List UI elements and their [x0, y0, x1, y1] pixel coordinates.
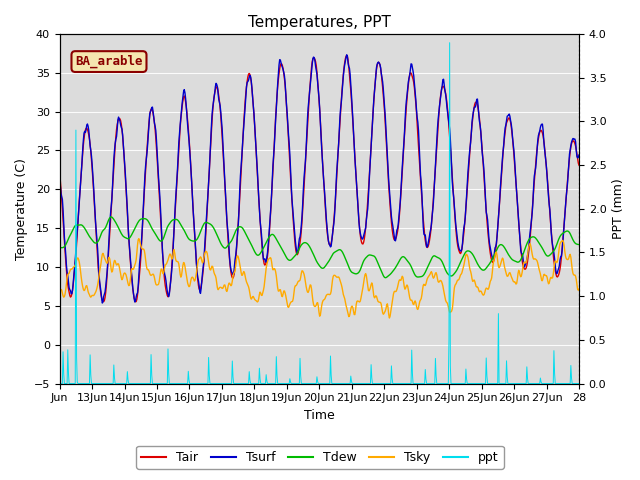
- Tsky: [213, 280, 221, 286]
- Tair: [132, 299, 140, 305]
- Tdew: [239, 225, 246, 231]
- Line: Tair: Tair: [60, 55, 579, 302]
- Y-axis label: Temperature (C): Temperature (C): [15, 158, 28, 260]
- Title: Temperatures, PPT: Temperatures, PPT: [248, 15, 391, 30]
- Tsurf: [213, 82, 221, 87]
- Tdew: [575, 241, 583, 247]
- Tsurf: [239, 143, 246, 148]
- Tair: [259, 244, 266, 250]
- Tsurf: [403, 93, 411, 98]
- ppt: [56, 381, 63, 386]
- Tsky: [135, 236, 143, 241]
- ppt: [212, 381, 220, 386]
- Tsurf: [259, 240, 266, 246]
- Tdew: [117, 230, 125, 236]
- X-axis label: Time: Time: [304, 409, 335, 422]
- Tsky: [259, 292, 266, 298]
- Line: Tsky: Tsky: [60, 239, 579, 318]
- Tsky: [403, 282, 411, 288]
- ppt: [238, 381, 246, 386]
- ppt: [116, 381, 124, 386]
- Tdew: [56, 245, 63, 251]
- Tsky: [385, 315, 393, 321]
- Tdew: [259, 248, 266, 253]
- Tdew: [381, 275, 389, 281]
- Line: ppt: ppt: [60, 43, 579, 384]
- Tsky: [239, 272, 246, 278]
- Tsurf: [575, 152, 583, 158]
- Tdew: [373, 259, 381, 264]
- Tdew: [108, 214, 115, 220]
- Y-axis label: PPT (mm): PPT (mm): [612, 179, 625, 239]
- Line: Tdew: Tdew: [60, 217, 579, 278]
- Tair: [116, 118, 124, 123]
- Tdew: [213, 231, 221, 237]
- ppt: [446, 40, 454, 46]
- Tair: [343, 52, 351, 58]
- Tsurf: [56, 178, 63, 183]
- Tair: [239, 142, 246, 147]
- Tsurf: [343, 52, 351, 58]
- Tsky: [56, 290, 63, 296]
- Tsky: [373, 296, 381, 302]
- Line: Tsurf: Tsurf: [60, 55, 579, 303]
- Tair: [213, 84, 221, 90]
- Tsurf: [374, 60, 381, 65]
- Tsurf: [99, 300, 106, 306]
- Tair: [403, 96, 411, 101]
- ppt: [257, 381, 265, 386]
- Legend: Tair, Tsurf, Tdew, Tsky, ppt: Tair, Tsurf, Tdew, Tsky, ppt: [136, 446, 504, 469]
- Tdew: [403, 257, 411, 263]
- Tair: [575, 162, 583, 168]
- Tsky: [116, 271, 124, 276]
- Tair: [56, 173, 63, 179]
- ppt: [402, 381, 410, 386]
- ppt: [372, 381, 380, 386]
- Tsurf: [117, 124, 125, 130]
- Tsky: [575, 286, 583, 292]
- Text: BA_arable: BA_arable: [76, 55, 143, 68]
- Tair: [374, 60, 381, 66]
- ppt: [575, 381, 583, 386]
